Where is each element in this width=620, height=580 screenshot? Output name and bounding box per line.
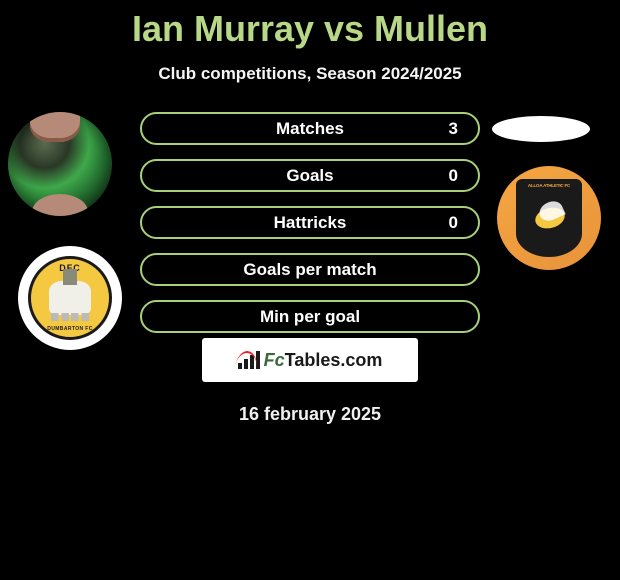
elephant-icon <box>49 281 91 315</box>
stat-bar-hattricks: Hattricks 0 <box>140 206 480 239</box>
stat-value: 0 <box>449 213 458 233</box>
dumbarton-badge-icon <box>28 256 112 340</box>
stat-label: Goals <box>286 166 333 186</box>
stat-label: Goals per match <box>243 260 376 280</box>
fctables-logo-icon <box>238 351 260 369</box>
stat-bar-min-per-goal: Min per goal <box>140 300 480 333</box>
player-right-placeholder <box>492 116 590 142</box>
stat-bar-goals: Goals 0 <box>140 159 480 192</box>
comparison-content: Matches 3 Goals 0 Hattricks 0 Goals per … <box>0 112 620 492</box>
stat-value: 3 <box>449 119 458 139</box>
alloa-badge-icon <box>516 179 582 257</box>
stat-bar-matches: Matches 3 <box>140 112 480 145</box>
stat-bars: Matches 3 Goals 0 Hattricks 0 Goals per … <box>140 112 480 347</box>
stat-bar-goals-per-match: Goals per match <box>140 253 480 286</box>
team-badge-left <box>18 246 122 350</box>
wasp-icon <box>531 206 567 236</box>
subtitle: Club competitions, Season 2024/2025 <box>0 64 620 84</box>
comparison-date: 16 february 2025 <box>0 404 620 425</box>
fctables-text: FcTables.com <box>264 350 383 371</box>
player-left-avatar <box>8 112 112 216</box>
fctables-watermark: FcTables.com <box>202 338 418 382</box>
stat-label: Hattricks <box>274 213 347 233</box>
stat-label: Matches <box>276 119 344 139</box>
stat-label: Min per goal <box>260 307 360 327</box>
team-badge-right <box>497 166 601 270</box>
stat-value: 0 <box>449 166 458 186</box>
page-title: Ian Murray vs Mullen <box>0 0 620 50</box>
